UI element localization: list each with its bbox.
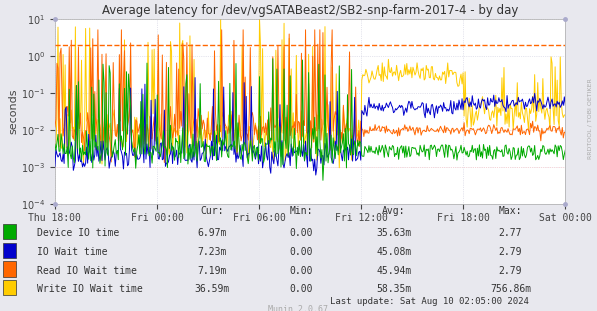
Text: Cur:: Cur: (200, 206, 224, 216)
Text: 2.77: 2.77 (498, 228, 522, 238)
Text: 45.08m: 45.08m (376, 247, 412, 257)
Text: IO Wait time: IO Wait time (37, 247, 107, 257)
Text: 36.59m: 36.59m (194, 284, 230, 294)
Text: 756.86m: 756.86m (490, 284, 531, 294)
Text: 7.23m: 7.23m (197, 247, 227, 257)
Y-axis label: seconds: seconds (8, 88, 19, 134)
Text: Read IO Wait time: Read IO Wait time (37, 266, 137, 276)
Text: 6.97m: 6.97m (197, 228, 227, 238)
Text: RRDTOOL / TOBI OETIKER: RRDTOOL / TOBI OETIKER (588, 78, 593, 159)
Text: Last update: Sat Aug 10 02:05:00 2024: Last update: Sat Aug 10 02:05:00 2024 (330, 297, 530, 306)
Text: 45.94m: 45.94m (376, 266, 412, 276)
Title: Average latency for /dev/vgSATABeast2/SB2-snp-farm-2017-4 - by day: Average latency for /dev/vgSATABeast2/SB… (102, 4, 518, 17)
Text: 0.00: 0.00 (290, 247, 313, 257)
Text: Avg:: Avg: (382, 206, 406, 216)
Text: Munin 2.0.67: Munin 2.0.67 (269, 305, 328, 311)
Text: 0.00: 0.00 (290, 228, 313, 238)
Text: 58.35m: 58.35m (376, 284, 412, 294)
Text: 2.79: 2.79 (498, 247, 522, 257)
Text: Max:: Max: (498, 206, 522, 216)
Text: 2.79: 2.79 (498, 266, 522, 276)
Text: 0.00: 0.00 (290, 284, 313, 294)
Text: 7.19m: 7.19m (197, 266, 227, 276)
Text: Write IO Wait time: Write IO Wait time (37, 284, 143, 294)
Text: Min:: Min: (290, 206, 313, 216)
Text: 35.63m: 35.63m (376, 228, 412, 238)
Text: Device IO time: Device IO time (37, 228, 119, 238)
Text: 0.00: 0.00 (290, 266, 313, 276)
